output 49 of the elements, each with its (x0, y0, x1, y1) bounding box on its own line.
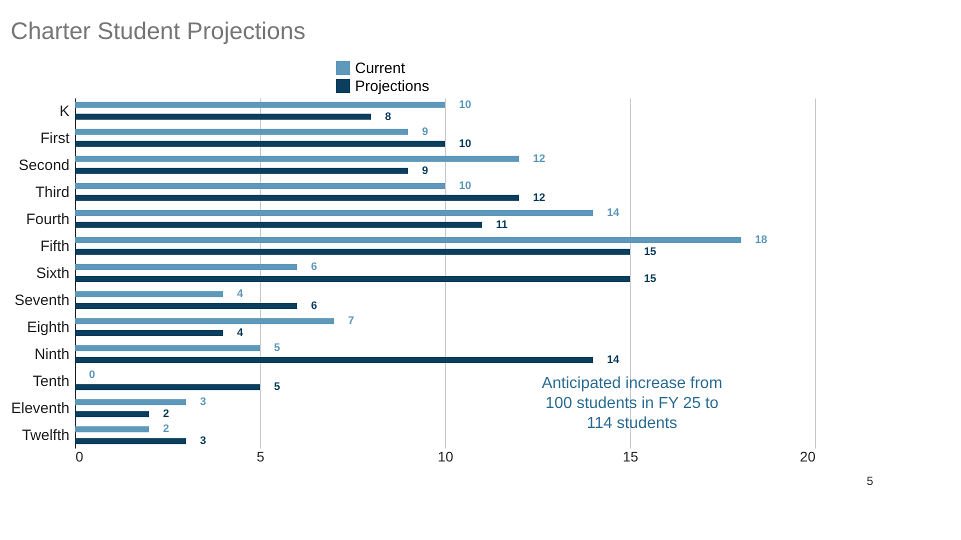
x-tick-label: 5 (256, 448, 265, 464)
data-label: 14 (607, 354, 620, 366)
y-tick-label: Third (35, 184, 70, 201)
x-tick-label: 0 (76, 448, 84, 464)
data-label: 5 (274, 381, 280, 394)
y-tick-label: Eighth (26, 319, 70, 336)
data-label: 3 (200, 435, 206, 448)
data-label: 12 (533, 192, 546, 204)
data-label: 9 (422, 164, 428, 177)
data-label: 10 (459, 98, 472, 111)
legend-label: Projections (355, 78, 430, 95)
y-tick-label: Second (18, 156, 70, 174)
data-label: 14 (607, 206, 620, 219)
y-tick-label: Eleventh (11, 400, 70, 418)
text: 5 (866, 474, 874, 488)
x-tick-label: 15 (622, 448, 638, 464)
data-label: 0 (89, 369, 96, 382)
data-label: 2 (163, 423, 170, 436)
data-label: 15 (644, 272, 656, 285)
data-label: 8 (385, 110, 392, 123)
data-label: 12 (533, 152, 546, 165)
data-label: 3 (200, 396, 206, 408)
y-tick-label: First (40, 130, 70, 147)
data-label: 11 (496, 218, 508, 231)
data-label: 6 (311, 261, 318, 274)
data-label: 5 (274, 342, 280, 354)
y-tick-label: Twelfth (22, 427, 70, 444)
y-tick-label: Ninth (34, 346, 70, 364)
data-label: 4 (237, 288, 244, 300)
annotation: Anticipated increase from 100 students in FY 25 to 114 students (542, 375, 722, 432)
data-label: 2 (163, 408, 170, 420)
x-tick-label: 20 (800, 448, 816, 464)
data-label: 7 (348, 315, 354, 328)
y-tick-label: Tenth (32, 373, 70, 390)
legend-label: Current (355, 60, 406, 77)
y-tick-label: Fourth (26, 210, 70, 228)
data-label: 15 (644, 246, 656, 258)
data-label: 9 (422, 126, 428, 138)
x-tick-label: 10 (438, 448, 454, 464)
y-tick-label: Sixth (36, 265, 70, 282)
data-label: 10 (459, 138, 472, 150)
data-label: 6 (311, 300, 318, 312)
y-tick-label: Seventh (14, 292, 70, 310)
y-tick-label: K (59, 102, 70, 120)
data-label: 10 (459, 180, 472, 192)
chart-title: Charter Student Projections (10, 18, 306, 45)
data-label: 18 (755, 234, 768, 246)
y-tick-label: Fifth (40, 238, 70, 255)
data-label: 4 (237, 327, 244, 340)
